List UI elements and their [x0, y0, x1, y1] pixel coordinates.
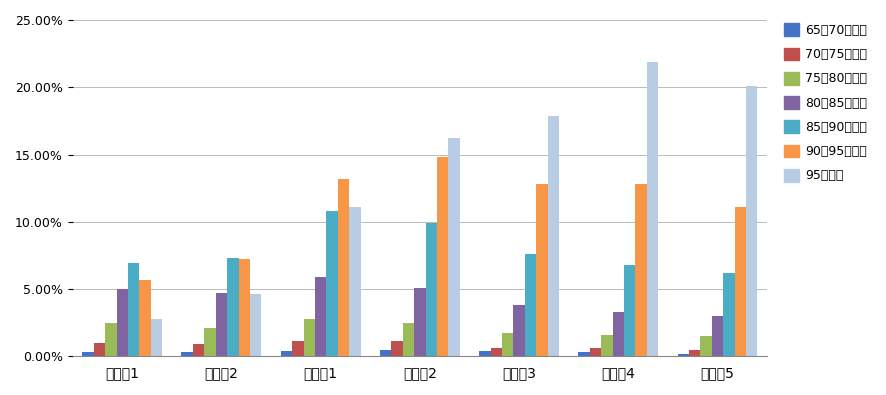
- Bar: [513, 305, 525, 356]
- Bar: [326, 211, 338, 356]
- Bar: [227, 258, 238, 356]
- Bar: [215, 293, 227, 356]
- Bar: [380, 350, 392, 356]
- Bar: [403, 323, 414, 356]
- Bar: [723, 273, 734, 356]
- Bar: [437, 157, 448, 356]
- Bar: [425, 223, 437, 356]
- Bar: [734, 207, 746, 356]
- Bar: [491, 348, 502, 356]
- Bar: [502, 333, 513, 356]
- Bar: [612, 312, 624, 356]
- Bar: [590, 348, 602, 356]
- Bar: [238, 260, 250, 356]
- Bar: [624, 265, 635, 356]
- Bar: [746, 86, 758, 356]
- Bar: [536, 184, 548, 356]
- Bar: [525, 254, 536, 356]
- Bar: [94, 343, 105, 356]
- Bar: [193, 344, 205, 356]
- Bar: [151, 319, 162, 356]
- Bar: [392, 342, 403, 356]
- Bar: [711, 316, 723, 356]
- Bar: [689, 350, 701, 356]
- Bar: [128, 263, 139, 356]
- Bar: [602, 335, 612, 356]
- Bar: [304, 319, 315, 356]
- Bar: [105, 323, 116, 356]
- Legend: 65～70歳未満, 70～75歳未満, 75～80歳未満, 80～85歳未満, 85～90歳未満, 90～95歳未満, 95歳以上: 65～70歳未満, 70～75歳未満, 75～80歳未満, 80～85歳未満, …: [781, 19, 871, 186]
- Bar: [349, 207, 361, 356]
- Bar: [139, 280, 151, 356]
- Bar: [205, 328, 215, 356]
- Bar: [182, 352, 193, 356]
- Bar: [250, 294, 261, 356]
- Bar: [315, 277, 326, 356]
- Bar: [116, 289, 128, 356]
- Bar: [414, 288, 425, 356]
- Bar: [579, 352, 590, 356]
- Bar: [479, 351, 491, 356]
- Bar: [281, 351, 292, 356]
- Bar: [82, 352, 94, 356]
- Bar: [448, 138, 460, 356]
- Bar: [292, 342, 304, 356]
- Bar: [678, 354, 689, 356]
- Bar: [701, 336, 711, 356]
- Bar: [635, 184, 647, 356]
- Bar: [647, 62, 658, 356]
- Bar: [338, 179, 349, 356]
- Bar: [548, 115, 559, 356]
